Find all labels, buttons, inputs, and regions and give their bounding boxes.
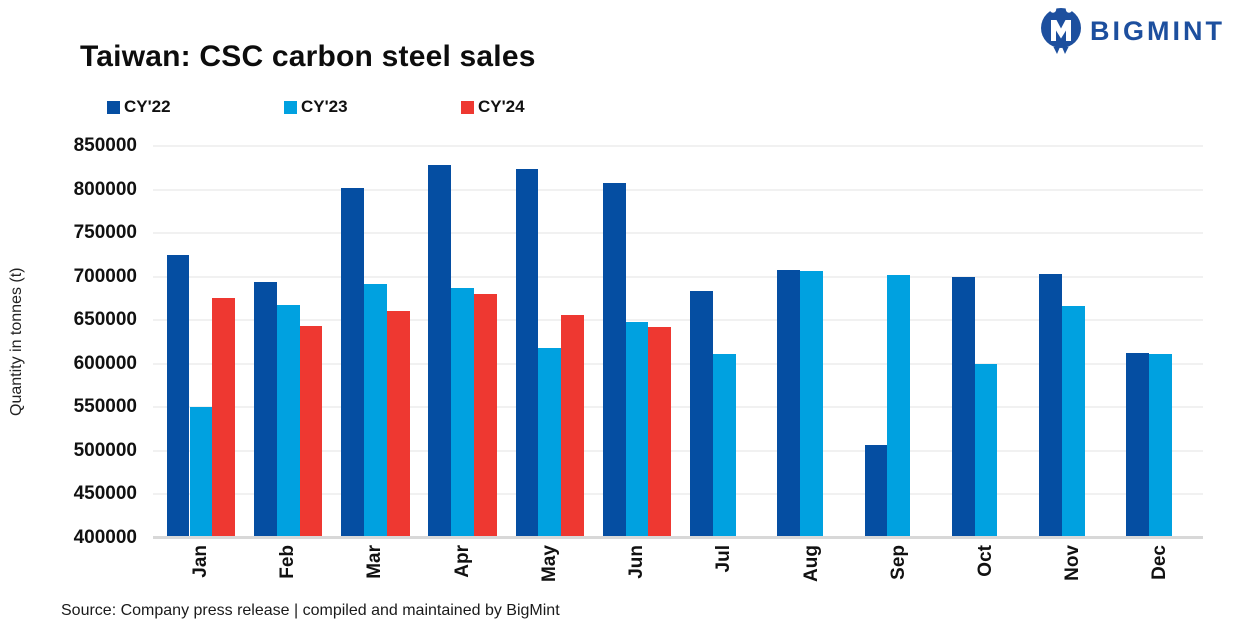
bar-cy22-nov [1039, 274, 1062, 538]
bar-cy22-may [515, 168, 539, 538]
bar-cy22-oct [951, 276, 975, 538]
bar-cy23-dec [1149, 354, 1172, 538]
gridline [153, 406, 1203, 409]
bar-cy22-aug [777, 269, 801, 538]
plot-area [153, 145, 1203, 539]
chart-title: Taiwan: CSC carbon steel sales [80, 40, 536, 73]
bar-cy24-may [561, 315, 585, 538]
y-tick-label: 700000 [73, 265, 137, 287]
bar-cy24-feb [299, 326, 323, 538]
x-axis-line [153, 536, 1203, 539]
y-axis-ticks: 400000 450000 500000 550000 600000 650000 7000… [55, 135, 137, 548]
gridline [153, 493, 1203, 496]
gridline [153, 275, 1203, 278]
legend-label: CY'23 [301, 97, 348, 116]
bar-cy23-jul [712, 354, 736, 538]
y-tick-label: 550000 [73, 396, 137, 418]
legend-marker [461, 100, 474, 114]
x-tick-label-oct: Oct [974, 545, 996, 577]
bar-cy22-dec [1126, 353, 1150, 538]
legend-label: CY'22 [124, 97, 171, 116]
x-tick-label-feb: Feb [277, 545, 299, 579]
bar-cy24-apr [473, 294, 497, 538]
bar-cy22-jun [602, 182, 626, 538]
bar-cy23-oct [974, 363, 998, 538]
x-tick-label-jan: Jan [189, 545, 211, 578]
bar-cy23-mar [363, 283, 387, 538]
y-tick-label: 800000 [73, 178, 137, 200]
bigmint-logo-text: BIGMINT [1090, 15, 1225, 46]
bar-cy22-jul [690, 290, 713, 538]
bar-cy23-jan [189, 407, 213, 538]
x-tick-label-nov: Nov [1062, 545, 1084, 581]
bar-cy23-apr [451, 288, 474, 538]
bar-cy23-feb [276, 304, 300, 538]
x-tick-label-jul: Jul [713, 545, 735, 573]
gridline [153, 362, 1203, 365]
x-tick-label-apr: Apr [451, 545, 473, 578]
legend-item-cy22: CY'22 [107, 97, 284, 117]
gridline [153, 449, 1203, 452]
bigmint-logo: BIGMINT [1040, 7, 1225, 55]
bar-cy23-may [538, 348, 562, 538]
gridline [153, 145, 1203, 147]
x-tick-label-may: May [538, 545, 560, 582]
legend-marker [107, 100, 120, 114]
y-tick-label: 650000 [73, 309, 137, 331]
bar-cy22-apr [428, 165, 452, 538]
bar-cy24-jun [648, 327, 672, 538]
source-note: Source: Company press release | compiled… [61, 602, 560, 619]
legend-item-cy23: CY'23 [284, 97, 461, 117]
bar-cy22-sep [864, 444, 888, 538]
gridline [153, 319, 1203, 322]
bar-cy24-mar [386, 310, 410, 538]
x-tick-label-jun: Jun [626, 545, 648, 579]
y-tick-label: 400000 [73, 527, 137, 548]
x-axis-labels: Jan Feb Mar Apr May Jun Jul Aug Sep Oct Nov Dec [153, 538, 1203, 608]
bar-cy24-jan [212, 298, 236, 538]
y-tick-label: 450000 [73, 483, 137, 505]
legend-marker [284, 100, 297, 114]
x-tick-label-sep: Sep [887, 545, 909, 580]
bar-cy23-sep [887, 274, 911, 538]
chart-legend: CY'22 CY'23 CY'24 [107, 97, 638, 117]
legend-item-cy24: CY'24 [461, 97, 638, 117]
x-tick-label-dec: Dec [1149, 545, 1171, 580]
y-tick-label: 500000 [73, 439, 137, 461]
bar-cy23-nov [1061, 306, 1085, 538]
x-tick-label-mar: Mar [364, 545, 386, 579]
y-tick-label: 750000 [73, 222, 137, 244]
bar-cy23-aug [800, 270, 823, 538]
y-tick-label: 600000 [73, 352, 137, 374]
bar-cy22-feb [253, 281, 277, 538]
gridline [153, 188, 1203, 191]
bar-cy22-jan [166, 254, 190, 538]
bar-cy22-mar [341, 187, 364, 538]
y-axis-title: Quantity in tonnes (t) [8, 267, 25, 417]
x-tick-label-aug: Aug [800, 545, 822, 582]
gridline [153, 232, 1203, 235]
legend-label: CY'24 [478, 97, 525, 116]
bigmint-logo-icon [1041, 7, 1081, 54]
y-tick-label: 850000 [73, 135, 137, 156]
bar-cy23-jun [625, 321, 649, 538]
